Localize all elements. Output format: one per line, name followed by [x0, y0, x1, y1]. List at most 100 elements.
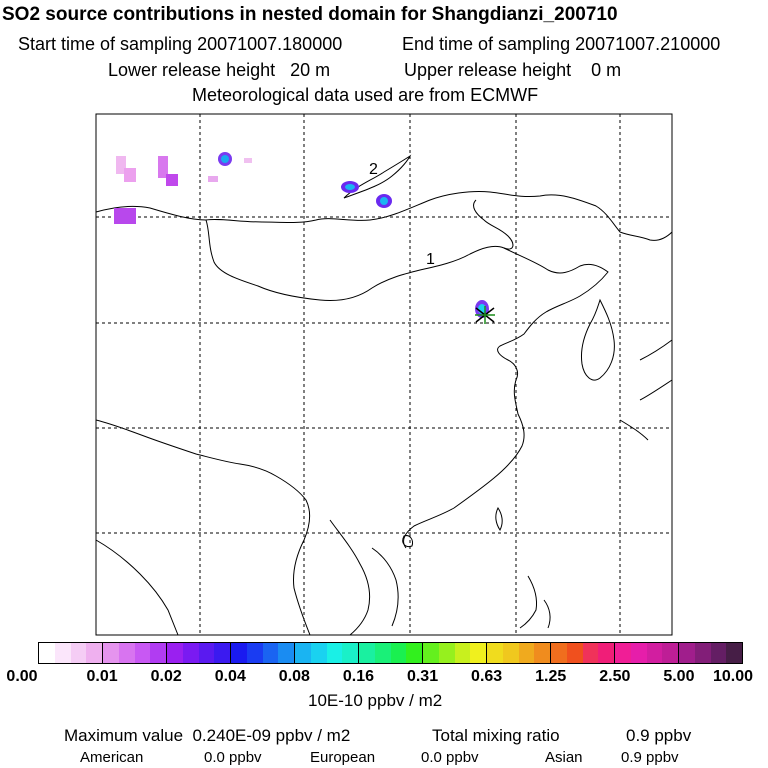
colorbar-segment: [54, 643, 71, 663]
colorbar-segment: [326, 643, 343, 663]
colorbar-segment: [118, 643, 135, 663]
colorbar-tick-label: 0.01: [86, 668, 118, 685]
colorbar-tick-label: 0.16: [342, 668, 375, 685]
colorbar-segment: [278, 643, 294, 663]
india-coast: [95, 539, 179, 636]
colorbar-segment: [486, 643, 503, 663]
colorbar-segment: [246, 643, 263, 663]
colorbar-tick-label: 0.04: [214, 668, 246, 685]
colorbar-segment: [726, 643, 742, 663]
blob: [244, 158, 252, 163]
blob: [166, 174, 178, 186]
colorbar-segment: [102, 643, 119, 663]
indochina: [293, 519, 399, 636]
end-time: End time of sampling 20071007.210000: [402, 34, 721, 54]
colorbar-tick-label: 0.08: [278, 668, 310, 685]
colorbar-segment: [134, 643, 151, 663]
coastlines: [95, 154, 673, 636]
american-label: American: [80, 749, 144, 766]
colorbar-units: 10E-10 ppbv / m2: [308, 691, 443, 710]
blob: [114, 208, 136, 224]
colorbar-segment: [678, 643, 695, 663]
european-value: 0.0 ppbv: [421, 749, 479, 766]
map-label-1: 1: [426, 251, 435, 268]
asian-value: 0.9 ppbv: [621, 749, 679, 766]
colorbar-segment: [518, 643, 535, 663]
colorbar-segment: [454, 643, 471, 663]
total-mixing-ratio-value: 0.9 ppbv: [626, 726, 692, 745]
colorbar-segment: [598, 643, 614, 663]
colorbar-segment: [422, 643, 439, 663]
colorbar-segment: [182, 643, 199, 663]
colorbar-segment: [374, 643, 391, 663]
colorbar-segment: [406, 643, 422, 663]
colorbar-segment: [694, 643, 711, 663]
taiwan: [495, 507, 503, 531]
colorbar-segment: [534, 643, 550, 663]
colorbar-segment: [614, 643, 631, 663]
colorbar-segment: [214, 643, 230, 663]
philippines: [519, 575, 551, 629]
colorbar-segment: [166, 643, 183, 663]
colorbar-segment: [358, 643, 375, 663]
colorbar-segment: [550, 643, 567, 663]
colorbar-segment: [646, 643, 663, 663]
mongolia-border: [205, 199, 514, 301]
colorbar-segment: [438, 643, 455, 663]
colorbar-segment: [582, 643, 599, 663]
colorbar-tick-label: 0.63: [471, 668, 503, 685]
blob: [221, 155, 229, 163]
colorbar-segment: [566, 643, 583, 663]
lower-release-height: Lower release height 20 m: [108, 60, 331, 80]
colorbar-tick-label: 0.00: [6, 668, 38, 685]
colorbar-segment: [39, 643, 55, 663]
total-mixing-ratio-label: Total mixing ratio: [432, 726, 560, 745]
colorbar-segment: [150, 643, 166, 663]
maximum-value: Maximum value 0.240E-09 ppbv / m2: [64, 726, 351, 745]
colorbar-segment: [294, 643, 311, 663]
blob: [208, 176, 218, 182]
colorbar-segment: [198, 643, 215, 663]
map-label-2: 2: [369, 161, 378, 178]
blob: [124, 168, 136, 182]
colorbar: [38, 642, 743, 664]
colorbar-segment: [70, 643, 87, 663]
page-title: SO2 source contributions in nested domai…: [2, 4, 618, 25]
colorbar-tick-label: 2.50: [599, 668, 631, 685]
blob: [116, 156, 126, 174]
colorbar-tick-label: 5.00: [663, 668, 695, 685]
colorbar-segment: [310, 643, 327, 663]
lake-baikal: [343, 154, 412, 199]
china-coast: [403, 247, 609, 549]
colorbar-segment: [710, 643, 727, 663]
asian-label: Asian: [545, 749, 583, 766]
korea: [581, 298, 615, 381]
colorbar-segment: [262, 643, 279, 663]
colorbar-tick-label: 10.00: [712, 668, 754, 685]
colorbar-tick-label: 0.31: [406, 668, 439, 685]
colorbar-segment: [342, 643, 358, 663]
upper-release-height: Upper release height 0 m: [404, 60, 622, 80]
colorbar-segment: [86, 643, 102, 663]
japan: [619, 339, 673, 441]
hainan: [402, 535, 413, 547]
met-data-source: Meteorological data used are from ECMWF: [192, 85, 539, 105]
cross-icon: [475, 306, 495, 324]
lat-lon-grid: [96, 114, 672, 635]
start-time: Start time of sampling 20071007.180000: [18, 34, 343, 54]
colorbar-tick-label: 0.02: [150, 668, 182, 685]
colorbar-tick-label: 1.25: [535, 668, 567, 685]
american-value: 0.0 ppbv: [204, 749, 262, 766]
blob: [158, 156, 168, 178]
colorbar-segment: [630, 643, 647, 663]
colorbar-segment: [662, 643, 678, 663]
colorbar-segment: [390, 643, 407, 663]
european-label: European: [310, 749, 376, 766]
blob: [345, 184, 355, 190]
himalaya-border: [95, 419, 311, 541]
concentration-blobs: [114, 152, 489, 318]
blob: [380, 197, 388, 205]
colorbar-segment: [470, 643, 486, 663]
colorbar-segment: [230, 643, 247, 663]
